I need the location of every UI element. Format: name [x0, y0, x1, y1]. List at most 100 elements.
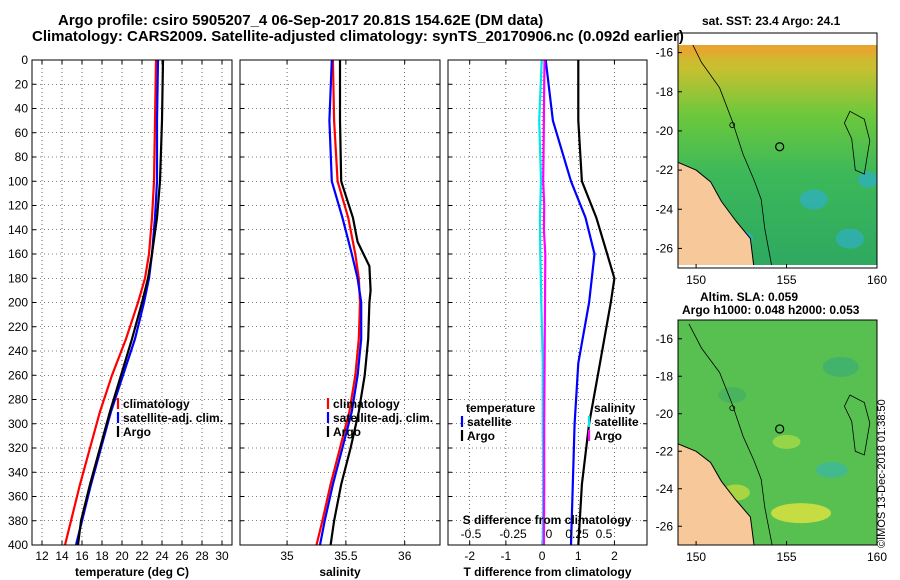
sla-map: -16 -18 -20 -22 -24 -26 150 155 160	[656, 319, 887, 564]
map-frame	[677, 319, 878, 546]
land-australia	[678, 443, 755, 545]
lat-tick-label: -26	[656, 519, 674, 533]
y-tick-label: 120	[8, 199, 28, 213]
lon-tick-label: 160	[867, 550, 887, 564]
land-australia	[678, 161, 755, 265]
series-line-s-satellite	[538, 59, 545, 546]
panel-differences: -2 -1 0 1 2 T difference from climatology temp…	[447, 59, 648, 579]
legend-label: satellite	[467, 415, 512, 429]
y-tick-label: 220	[8, 320, 28, 334]
chart-title-line2: Climatology: CARS2009. Satellite-adjuste…	[32, 28, 684, 45]
series-line-climatology	[63, 59, 158, 546]
sla-patch	[718, 387, 747, 403]
x-tick-label: 14	[55, 549, 69, 563]
argo-position-marker	[775, 424, 785, 434]
argo-position-marker	[775, 142, 785, 152]
map-field	[678, 45, 877, 265]
lat-tick-label: -20	[656, 407, 674, 421]
series-line-t-satellite	[544, 59, 596, 546]
series-line-t-argo	[577, 60, 616, 546]
y-tick-label: 300	[8, 417, 28, 431]
lat-tick-label: -26	[656, 241, 674, 255]
x-tick-label: -2	[464, 549, 475, 563]
y-tick-label: 40	[15, 102, 29, 116]
x-axis-label: temperature (deg C)	[75, 565, 189, 579]
y-tick-label: 380	[8, 514, 28, 528]
x-tick-label: 35.5	[334, 549, 358, 563]
y-tick-label: 60	[15, 126, 29, 140]
legend-label: climatology	[123, 397, 190, 411]
x-tick-label: 16	[75, 549, 89, 563]
x-tick-label: 18	[95, 549, 109, 563]
s-tick-label: -0.5	[461, 527, 482, 541]
lat-tick-label: -16	[656, 332, 674, 346]
x-axis-label: T difference from climatology	[463, 565, 631, 579]
y-tick-label: 180	[8, 271, 28, 285]
lon-tick-label: 155	[777, 550, 797, 564]
shelf-contour	[688, 323, 773, 545]
x-axis-label: salinity	[319, 565, 361, 579]
x-tick-label: 22	[135, 549, 149, 563]
reef-contour	[843, 110, 871, 175]
legend-label: Argo	[333, 425, 361, 439]
y-tick-label: 340	[8, 465, 28, 479]
seamount-contour	[729, 122, 736, 128]
sst-map: -16 -18 -20 -22 -24 -26 150 155 160	[656, 32, 887, 287]
x-tick-label: 1	[575, 549, 582, 563]
panel-temperature: 0 20 40 60 80 100 120 140 160 180 200 220 240 260 280 3…	[8, 53, 233, 579]
x-tick-label: 28	[195, 549, 209, 563]
legend-label: climatology	[333, 397, 400, 411]
s-tick-label: 0.5	[596, 527, 613, 541]
plot-frame	[447, 59, 648, 546]
lat-tick-label: -18	[656, 369, 674, 383]
legend-label: Argo	[594, 429, 622, 443]
plot-frame	[31, 59, 233, 546]
y-tick-label: 0	[21, 53, 28, 67]
lat-tick-label: -24	[656, 482, 674, 496]
legend-label: satellite-adj. clim.	[333, 411, 433, 425]
x-tick-label: 2	[611, 549, 618, 563]
cool-patch	[835, 228, 864, 249]
warm-band	[678, 45, 877, 55]
chart-title-line1: Argo profile: csiro 5905207_4 06-Sep-201…	[58, 12, 544, 29]
y-tick-label: 240	[8, 344, 28, 358]
s-tick-label: 0.25	[565, 527, 589, 541]
sla-patch	[822, 356, 859, 377]
lat-tick-label: -22	[656, 444, 674, 458]
x-tick-label: 26	[175, 549, 189, 563]
legend-label: satellite	[594, 415, 639, 429]
lat-tick-label: -16	[656, 46, 674, 60]
panel-salinity: 35 35.5 36 salinity climatologysatellite-adj…	[239, 59, 441, 579]
lon-tick-label: 160	[867, 273, 887, 287]
seamount-contour	[729, 405, 736, 412]
x-tick-label: 0	[539, 549, 546, 563]
plot-frame	[239, 59, 441, 546]
x-tick-label: 12	[35, 549, 49, 563]
x-tick-label: -1	[501, 549, 512, 563]
lat-tick-label: -20	[656, 124, 674, 138]
legend-title-temperature: temperature	[466, 401, 536, 415]
y-tick-label: 400	[8, 538, 28, 552]
legend-label: Argo	[467, 429, 495, 443]
legend-label: satellite-adj. clim.	[123, 411, 223, 425]
series-line-satellite-adj-clim-	[318, 59, 363, 546]
legend-label: Argo	[123, 425, 151, 439]
x-tick-label: 35	[280, 549, 294, 563]
sla-map-title-line1: Altim. SLA: 0.059	[700, 290, 799, 304]
x-tick-label: 24	[155, 549, 169, 563]
cool-patch	[799, 189, 828, 210]
s-tick-label: -0.25	[499, 527, 527, 541]
y-tick-label: 140	[8, 223, 28, 237]
sla-patch	[771, 503, 832, 524]
y-tick-label: 160	[8, 247, 28, 261]
x-tick-label: 30	[215, 549, 229, 563]
sla-patch	[772, 434, 801, 449]
x-tick-label: 36	[398, 549, 412, 563]
y-tick-label: 80	[15, 150, 29, 164]
s-tick-label: 0	[546, 527, 553, 541]
lat-tick-label: -24	[656, 202, 674, 216]
x-axis-label-top: S difference from climatology	[463, 513, 632, 527]
series-line-climatology	[315, 59, 362, 546]
y-tick-label: 260	[8, 368, 28, 382]
